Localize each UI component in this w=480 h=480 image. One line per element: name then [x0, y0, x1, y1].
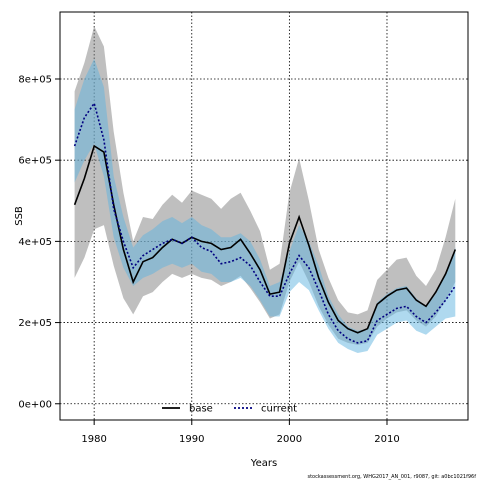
y-axis-title: SSB	[14, 206, 25, 226]
x-tick-label: 2010	[374, 434, 399, 445]
x-axis-title: Years	[250, 458, 277, 469]
x-tick-label: 2000	[277, 434, 302, 445]
legend-label-base: base	[189, 404, 213, 415]
y-tick-label: 2e+05	[18, 318, 52, 329]
x-tick-label: 1980	[81, 434, 106, 445]
legend-label-current: current	[261, 404, 297, 415]
y-tick-label: 0e+00	[18, 399, 52, 410]
plot-frame	[59, 11, 469, 421]
series-lines	[73, 101, 457, 344]
base-confidence-band	[74, 26, 456, 345]
confidence-bands	[74, 26, 456, 353]
x-tick-label: 1990	[179, 434, 204, 445]
current-line	[73, 101, 456, 344]
footer-credit: stockassessment.org, WHG2017_AN_001, r90…	[307, 474, 476, 480]
base-line	[73, 144, 457, 334]
y-tick-label: 8e+05	[18, 74, 52, 85]
current-confidence-band	[74, 58, 456, 353]
x-axis: 1980 1990 2000 2010	[81, 420, 400, 445]
legend: base current	[162, 404, 297, 415]
y-axis: 0e+00 2e+05 4e+05 6e+05 8e+05	[18, 74, 60, 410]
y-tick-label: 4e+05	[18, 237, 52, 248]
y-tick-label: 6e+05	[18, 156, 52, 167]
